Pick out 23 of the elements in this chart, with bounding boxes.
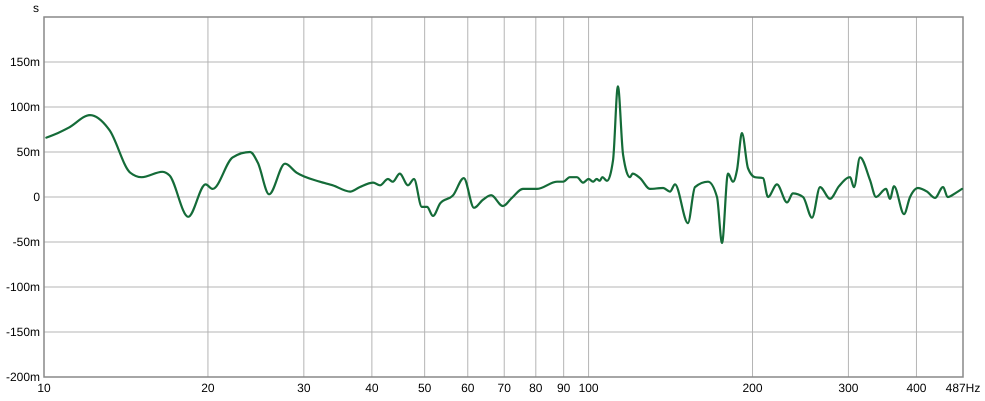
- x-tick-label: 80: [529, 381, 543, 395]
- x-tick-label: 20: [201, 381, 215, 395]
- y-tick-label: -50m: [12, 235, 40, 250]
- y-axis-title: s: [33, 1, 39, 15]
- x-tick-label: 200: [742, 381, 763, 395]
- y-tick-label: 150m: [10, 55, 40, 70]
- y-tick-label: 0: [33, 190, 40, 204]
- y-tick-label: 50m: [16, 145, 40, 160]
- y-tick-label: -200m: [6, 370, 40, 384]
- x-tick-label: 40: [365, 381, 379, 395]
- x-tick-label: 100: [578, 381, 599, 395]
- x-tick-label: 10: [37, 381, 51, 395]
- x-tick-label: 300: [838, 381, 859, 395]
- y-tick-label: -100m: [6, 280, 40, 294]
- x-tick-label: 60: [461, 381, 475, 395]
- x-tick-label: 400: [906, 381, 927, 395]
- x-tick-label: 50: [418, 381, 432, 395]
- x-tick-label: 90: [556, 381, 571, 395]
- x-tick-label: 30: [297, 381, 311, 395]
- y-tick-label: 100m: [10, 100, 40, 114]
- x-tick-label: 70: [498, 381, 512, 395]
- y-tick-label: -150m: [6, 325, 40, 340]
- x-tick-label: 487Hz: [946, 381, 980, 395]
